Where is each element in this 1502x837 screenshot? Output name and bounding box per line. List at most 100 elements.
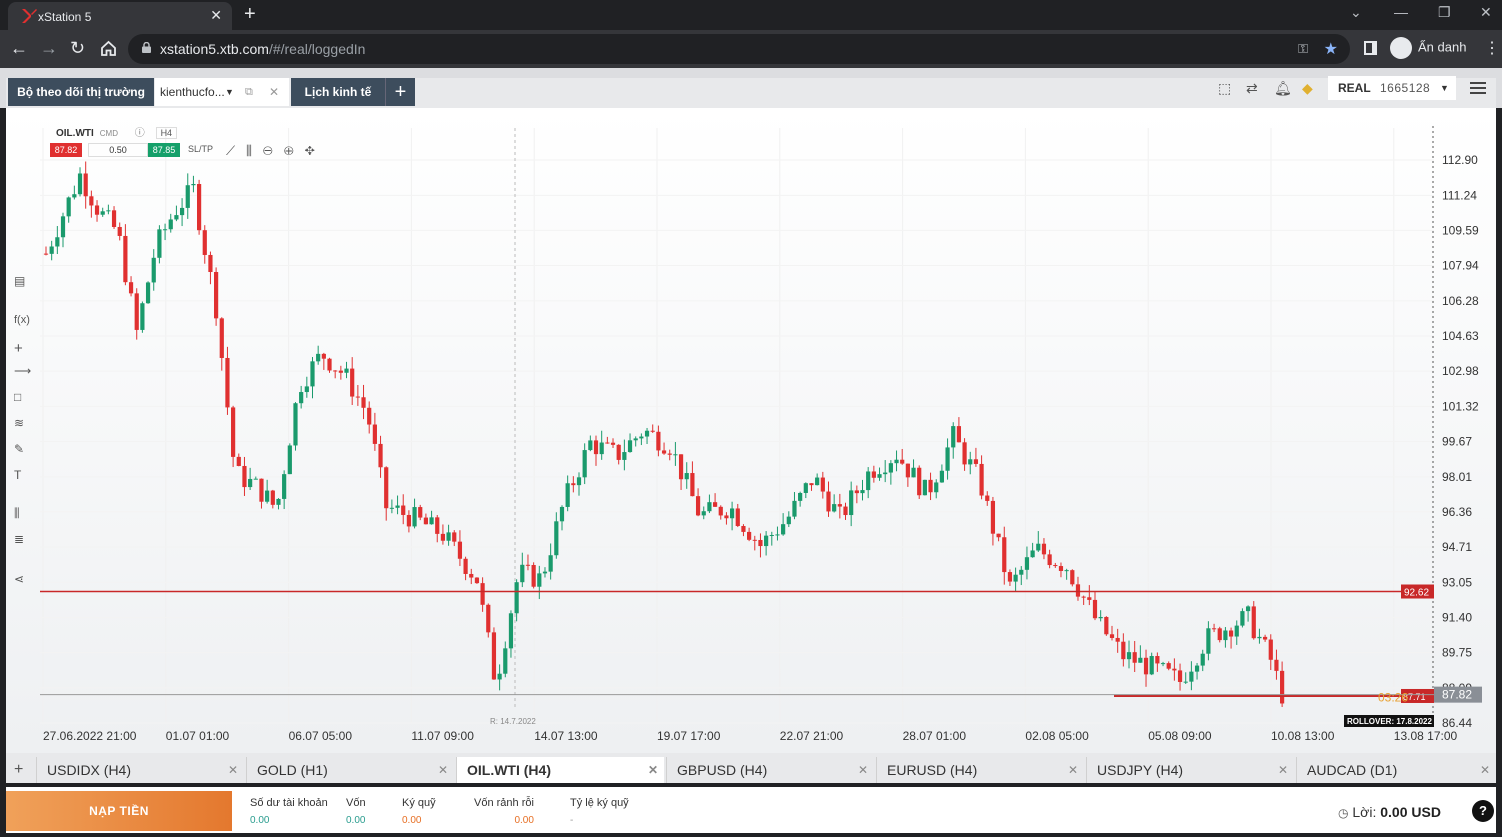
close-icon[interactable]: ✕ bbox=[269, 85, 280, 99]
home-icon[interactable] bbox=[100, 40, 117, 57]
candles-icon[interactable]: ⫼ bbox=[245, 143, 252, 158]
candle-body bbox=[508, 613, 514, 649]
help-button[interactable]: ? bbox=[1472, 800, 1494, 822]
candle-body bbox=[815, 477, 820, 486]
reload-icon[interactable]: ↻ bbox=[70, 38, 86, 58]
zoom-in-icon[interactable]: ⊕ bbox=[283, 143, 294, 158]
line-chart-icon[interactable]: ⟋ bbox=[226, 143, 236, 158]
profile-button[interactable]: Ẩn danh bbox=[1390, 37, 1466, 59]
candle-body bbox=[497, 673, 502, 680]
hamburger-menu-icon[interactable] bbox=[1470, 82, 1486, 94]
rectangle-icon[interactable]: □ bbox=[14, 390, 22, 404]
candle-body bbox=[486, 604, 491, 633]
close-icon[interactable]: ✕ bbox=[210, 7, 222, 23]
candle-body bbox=[1166, 663, 1171, 669]
candle-body bbox=[537, 573, 542, 587]
account-selector[interactable]: REAL 1665128 ▼ bbox=[1328, 76, 1456, 100]
chevron-down-icon[interactable]: ⌄ bbox=[1350, 4, 1362, 20]
bell-icon[interactable]: 🔔︎ bbox=[1274, 80, 1292, 96]
candles-icon[interactable]: ⫼ bbox=[14, 506, 20, 520]
url-bar[interactable]: xstation5.xtb.com/#/real/loggedIn ⚿ ★ bbox=[128, 34, 1350, 64]
zoom-out-icon[interactable]: ⊖ bbox=[262, 143, 273, 158]
diamond-icon[interactable]: ◆ bbox=[1302, 80, 1313, 96]
candle-body bbox=[1036, 543, 1041, 551]
candle-body bbox=[781, 524, 786, 535]
info-icon[interactable]: ⓘ bbox=[134, 128, 145, 139]
chart-panel[interactable]: 27.06.2022 21:00 01.07 01:00 06.07 05:00 11… bbox=[6, 108, 1496, 753]
popout-icon[interactable]: ⧉ bbox=[245, 86, 253, 98]
hline-label: 92.62 bbox=[1404, 588, 1429, 599]
close-icon[interactable]: ✕ bbox=[647, 763, 658, 777]
close-icon[interactable]: ✕ bbox=[437, 763, 448, 777]
star-icon[interactable]: ★ bbox=[1323, 41, 1338, 58]
candle-body bbox=[605, 442, 610, 444]
tab-economic-calendar[interactable]: Lịch kinh tế bbox=[291, 78, 385, 106]
candle-body bbox=[276, 498, 281, 505]
candle-body bbox=[480, 583, 485, 605]
browser-tab[interactable]: xStation 5 ✕ bbox=[8, 2, 232, 30]
candle-body bbox=[1143, 657, 1149, 675]
trendline-icon[interactable]: ⟶ bbox=[14, 364, 32, 378]
close-icon[interactable]: ✕ bbox=[857, 763, 868, 777]
instrument-tab[interactable]: GBPUSD (H4) ✕ bbox=[666, 757, 874, 783]
instrument-tab[interactable]: USDJPY (H4) ✕ bbox=[1086, 757, 1294, 783]
candle-body bbox=[440, 533, 446, 541]
move-icon[interactable]: ✥ bbox=[304, 143, 315, 158]
side-panel-icon[interactable] bbox=[1364, 41, 1377, 55]
instrument-tab[interactable]: GOLD (H1) ✕ bbox=[246, 757, 454, 783]
close-icon[interactable]: ✕ bbox=[1479, 763, 1490, 777]
candle-body bbox=[627, 440, 633, 453]
deposit-button[interactable]: NẠP TIỀN bbox=[6, 791, 232, 831]
symbol-header[interactable]: OIL.WTI CMD ⓘ H4 bbox=[56, 124, 178, 139]
tab-market-watch[interactable]: Bộ theo dõi thị trường bbox=[8, 78, 154, 106]
more-icon[interactable]: ⋮ bbox=[1484, 40, 1500, 57]
price-chart[interactable]: 27.06.2022 21:00 01.07 01:00 06.07 05:00 11… bbox=[6, 108, 1496, 753]
candle-body bbox=[457, 541, 463, 559]
text-icon[interactable]: T bbox=[14, 468, 22, 482]
close-icon[interactable]: ✕ bbox=[1067, 763, 1078, 777]
candle-body bbox=[1149, 656, 1154, 675]
crosshair-icon[interactable]: + bbox=[14, 340, 23, 357]
window-close-icon[interactable]: ✕ bbox=[1480, 4, 1492, 20]
sltp-toggle[interactable]: SL/TP bbox=[188, 144, 214, 154]
key-icon[interactable]: ⚿ bbox=[1298, 41, 1308, 56]
close-icon[interactable]: ✕ bbox=[227, 763, 238, 777]
fibonacci-icon[interactable]: ≋ bbox=[14, 416, 25, 430]
transfer-icon[interactable]: ⇄ bbox=[1246, 80, 1258, 96]
symbol-type: CMD bbox=[99, 129, 118, 138]
indicator-icon[interactable]: f(x) bbox=[14, 314, 30, 326]
instrument-tab-active[interactable]: OIL.WTI (H4) ✕ bbox=[456, 757, 664, 783]
stat-value: 0.00 bbox=[402, 815, 422, 826]
close-icon[interactable]: ✕ bbox=[1277, 763, 1288, 777]
new-tab-button[interactable]: + bbox=[244, 3, 256, 25]
share-icon[interactable]: ⋖ bbox=[14, 572, 25, 586]
chart-type-icon[interactable]: ▤ bbox=[14, 274, 26, 288]
candle-body bbox=[690, 473, 695, 497]
sell-button[interactable]: 87.82 bbox=[50, 143, 82, 157]
restore-icon[interactable]: ❐ bbox=[1438, 4, 1451, 20]
add-instrument-button[interactable]: + bbox=[14, 761, 24, 778]
chevron-down-icon[interactable]: ▼ bbox=[225, 87, 234, 97]
tab-kienthucfo[interactable]: kienthucfo... ▼ ⧉ ✕ bbox=[155, 78, 289, 106]
volume-input[interactable]: 0.50 bbox=[88, 143, 148, 157]
forward-icon[interactable]: → bbox=[40, 38, 58, 58]
layout-icon[interactable]: ⬚ bbox=[1218, 80, 1232, 96]
candle-body bbox=[1126, 652, 1132, 660]
timeframe-selector[interactable]: H4 bbox=[155, 127, 178, 139]
buy-button[interactable]: 87.85 bbox=[148, 143, 180, 157]
candle-body bbox=[208, 254, 213, 273]
add-tab-button[interactable]: + bbox=[385, 78, 415, 106]
layers-icon[interactable]: ≣ bbox=[14, 532, 25, 546]
back-icon[interactable]: ← bbox=[10, 38, 28, 58]
minimize-icon[interactable]: — bbox=[1394, 4, 1408, 20]
instrument-tab[interactable]: EURUSD (H4) ✕ bbox=[876, 757, 1084, 783]
candle-body bbox=[1058, 566, 1064, 571]
candle-body bbox=[832, 504, 837, 512]
pen-icon[interactable]: ✎ bbox=[14, 442, 25, 456]
instrument-tab[interactable]: AUDCAD (D1) ✕ bbox=[1296, 757, 1496, 783]
candle-body bbox=[905, 463, 910, 478]
account-number: 1665128 bbox=[1380, 81, 1431, 95]
instrument-tab[interactable]: USDIDX (H4) ✕ bbox=[36, 757, 244, 783]
candle-body bbox=[520, 564, 525, 583]
y-tick-label: 89.75 bbox=[1442, 646, 1472, 660]
